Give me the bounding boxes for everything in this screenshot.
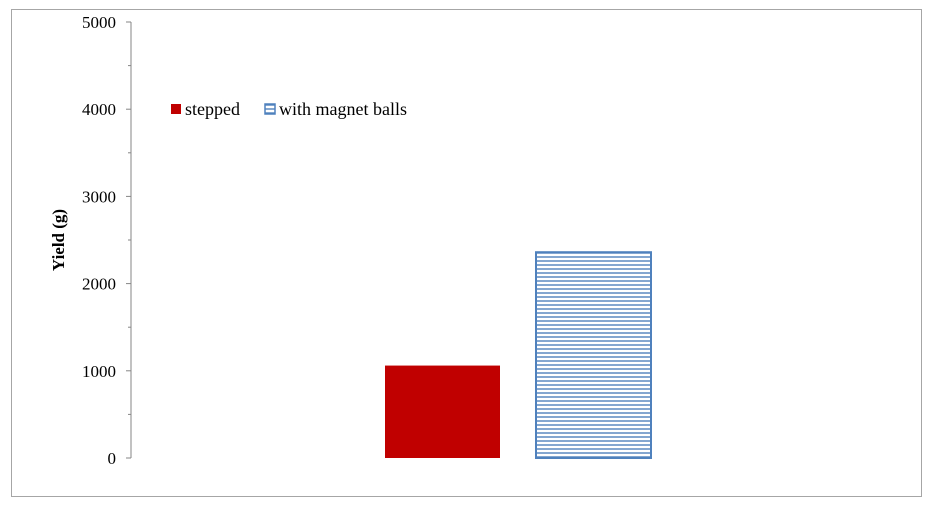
legend: stepped with magnet balls: [171, 99, 407, 119]
y-tick-label: 2000: [82, 275, 116, 294]
y-tick-label: 5000: [82, 13, 116, 32]
y-tick-group: 0 1000 2000 3000 4000 5000: [82, 13, 131, 468]
legend-label: with magnet balls: [279, 99, 407, 119]
y-axis-label: Yield (g): [49, 209, 68, 271]
bar-group: [385, 251, 652, 459]
bar-with-magnet-balls: [535, 251, 652, 459]
y-tick-label: 0: [108, 449, 117, 468]
chart-area: [11, 9, 922, 497]
bar-stepped: [385, 365, 500, 458]
legend-swatch: [171, 104, 181, 114]
y-tick-label: 1000: [82, 362, 116, 381]
legend-swatch: [264, 103, 276, 115]
y-tick-label: 3000: [82, 187, 116, 206]
y-tick-label: 4000: [82, 100, 116, 119]
legend-label: stepped: [185, 99, 240, 119]
